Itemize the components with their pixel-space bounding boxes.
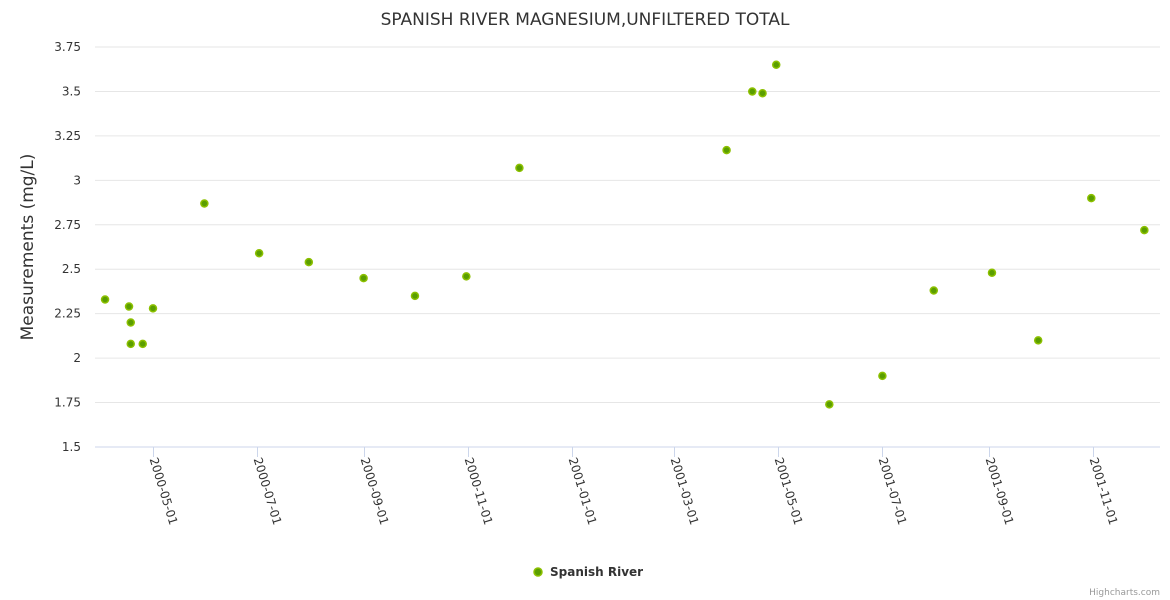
data-point[interactable]: [929, 286, 939, 295]
y-axis-title: Measurements (mg/L): [18, 154, 38, 341]
data-point[interactable]: [825, 400, 834, 409]
y-tick-label: 2.5: [62, 262, 81, 276]
data-point[interactable]: [1087, 193, 1096, 203]
data-point[interactable]: [126, 318, 135, 327]
credits-link[interactable]: Highcharts.com: [1089, 588, 1160, 598]
x-tick-label: 2001-05-01: [772, 456, 806, 527]
y-tick-label: 3.5: [62, 84, 81, 98]
data-point[interactable]: [410, 291, 420, 301]
data-point[interactable]: [138, 339, 147, 349]
data-point[interactable]: [124, 302, 134, 311]
data-point[interactable]: [200, 199, 209, 208]
y-tick-label: 1.5: [62, 440, 81, 454]
data-point[interactable]: [304, 257, 314, 267]
y-tick-label: 2.25: [54, 307, 81, 321]
data-point[interactable]: [462, 272, 471, 281]
legend-label: Spanish River: [550, 565, 643, 579]
y-tick-label: 3: [73, 173, 81, 187]
legend-marker: [533, 567, 543, 577]
data-point[interactable]: [748, 87, 757, 96]
x-tick-label: 2001-07-01: [876, 456, 910, 527]
data-point[interactable]: [515, 163, 524, 173]
data-point[interactable]: [987, 268, 997, 278]
data-point[interactable]: [758, 88, 767, 98]
y-tick-label: 3.25: [54, 129, 81, 143]
x-tick-label: 2001-01-01: [566, 456, 600, 527]
chart-title: SPANISH RIVER MAGNESIUM,UNFILTERED TOTAL: [381, 10, 790, 30]
y-tick-label: 1.75: [54, 396, 81, 410]
x-tick-label: 2000-05-01: [147, 456, 181, 527]
x-tick-label: 2001-11-01: [1087, 456, 1121, 527]
data-point[interactable]: [771, 60, 781, 70]
x-tick-label: 2000-09-01: [358, 456, 392, 527]
y-tick-label: 2: [73, 351, 81, 365]
data-point[interactable]: [359, 273, 368, 283]
data-point[interactable]: [722, 145, 731, 155]
data-point[interactable]: [254, 248, 264, 258]
y-tick-label: 3.75: [54, 40, 81, 54]
data-point[interactable]: [1033, 336, 1043, 345]
x-tick-label: 2001-09-01: [983, 456, 1017, 527]
data-point[interactable]: [148, 304, 158, 313]
x-tick-label: 2001-03-01: [668, 456, 702, 527]
data-point[interactable]: [1140, 225, 1149, 235]
y-tick-label: 2.75: [54, 218, 81, 232]
x-tick-label: 2000-07-01: [251, 456, 285, 527]
x-tick-label: 2000-11-01: [462, 456, 496, 527]
data-point[interactable]: [126, 339, 135, 349]
data-point[interactable]: [100, 295, 110, 304]
data-point[interactable]: [878, 371, 887, 381]
legend-item-spanish-river[interactable]: Spanish River: [533, 565, 643, 579]
